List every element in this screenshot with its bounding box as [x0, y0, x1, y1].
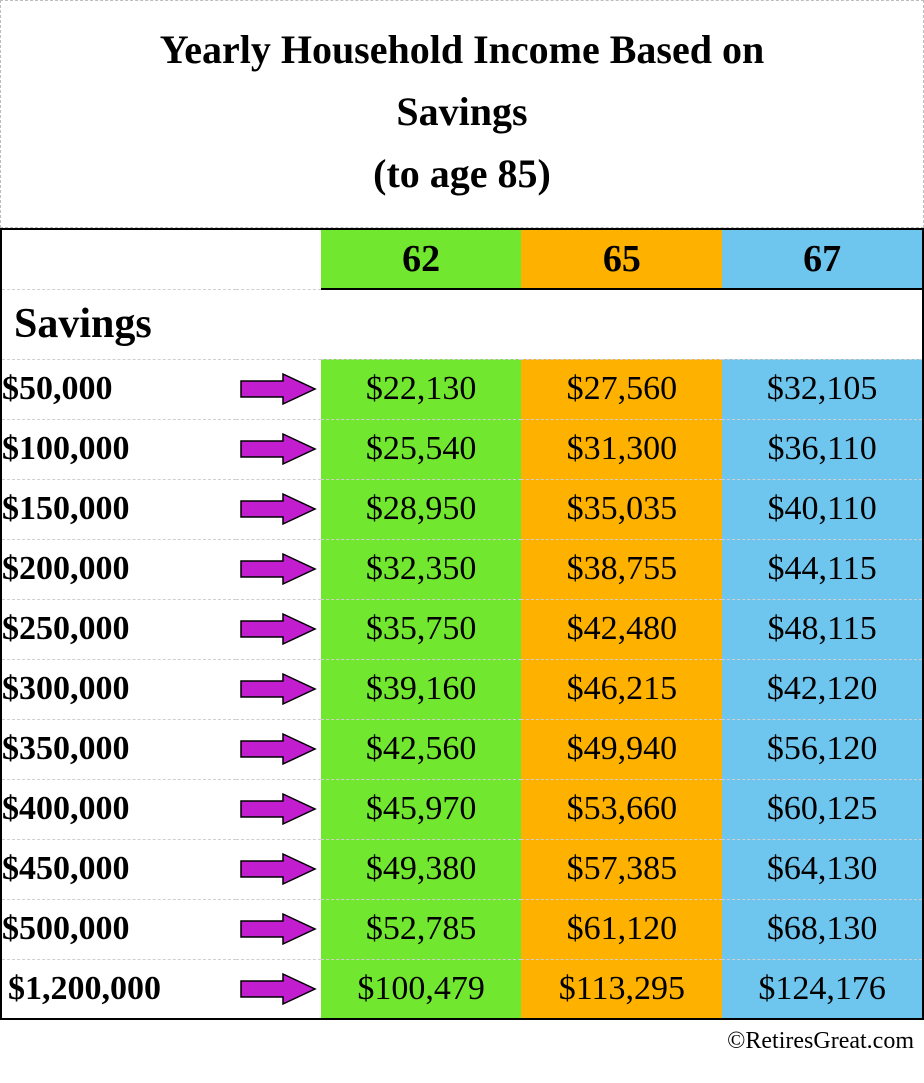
savings-cell: $250,000	[1, 599, 236, 659]
value-cell-62: $52,785	[321, 899, 522, 959]
table-row: $300,000 $39,160 $46,215 $42,120	[1, 659, 923, 719]
value-cell-65: $53,660	[521, 779, 722, 839]
blank-cell	[722, 289, 923, 359]
age-header-65: 65	[521, 229, 722, 289]
arrow-right-icon	[239, 912, 317, 946]
arrow-right-icon	[239, 372, 317, 406]
savings-header-label: Savings	[1, 289, 321, 359]
income-table: 626567 Savings $50,000 $22,130 $27,560 $…	[0, 228, 924, 1020]
table-row: $450,000 $49,380 $57,385 $64,130	[1, 839, 923, 899]
value-cell-62: $45,970	[321, 779, 522, 839]
age-header-62: 62	[321, 229, 522, 289]
table-row: $150,000 $28,950 $35,035 $40,110	[1, 479, 923, 539]
arrow-cell	[236, 779, 321, 839]
arrow-cell	[236, 419, 321, 479]
savings-cell: $350,000	[1, 719, 236, 779]
savings-cell: $50,000	[1, 359, 236, 419]
value-cell-67: $40,110	[722, 479, 923, 539]
title-line-2: Savings	[41, 81, 883, 143]
value-cell-62: $28,950	[321, 479, 522, 539]
arrow-cell	[236, 359, 321, 419]
copyright-text: ©RetiresGreat.com	[0, 1020, 924, 1073]
value-cell-62: $32,350	[321, 539, 522, 599]
value-cell-65: $57,385	[521, 839, 722, 899]
table-row: $500,000 $52,785 $61,120 $68,130	[1, 899, 923, 959]
savings-cell: $150,000	[1, 479, 236, 539]
value-cell-62: $100,479	[321, 959, 522, 1019]
value-cell-65: $49,940	[521, 719, 722, 779]
header-blank	[236, 229, 321, 289]
value-cell-67: $60,125	[722, 779, 923, 839]
table-row: $250,000 $35,750 $42,480 $48,115	[1, 599, 923, 659]
value-cell-67: $68,130	[722, 899, 923, 959]
arrow-right-icon	[239, 672, 317, 706]
table-row: $350,000 $42,560 $49,940 $56,120	[1, 719, 923, 779]
value-cell-67: $44,115	[722, 539, 923, 599]
value-cell-65: $31,300	[521, 419, 722, 479]
value-cell-67: $36,110	[722, 419, 923, 479]
value-cell-62: $49,380	[321, 839, 522, 899]
chart-title: Yearly Household Income Based on Savings…	[0, 0, 924, 228]
savings-cell: $200,000	[1, 539, 236, 599]
arrow-right-icon	[239, 612, 317, 646]
savings-cell: $400,000	[1, 779, 236, 839]
value-cell-62: $22,130	[321, 359, 522, 419]
value-cell-62: $25,540	[321, 419, 522, 479]
arrow-cell	[236, 599, 321, 659]
arrow-right-icon	[239, 552, 317, 586]
arrow-right-icon	[239, 732, 317, 766]
value-cell-65: $46,215	[521, 659, 722, 719]
value-cell-67: $32,105	[722, 359, 923, 419]
savings-cell: $100,000	[1, 419, 236, 479]
title-line-3: (to age 85)	[41, 143, 883, 205]
savings-cell: $450,000	[1, 839, 236, 899]
value-cell-67: $64,130	[722, 839, 923, 899]
arrow-cell	[236, 719, 321, 779]
arrow-right-icon	[239, 432, 317, 466]
arrow-cell	[236, 659, 321, 719]
value-cell-65: $113,295	[521, 959, 722, 1019]
arrow-cell	[236, 959, 321, 1019]
value-cell-67: $124,176	[722, 959, 923, 1019]
value-cell-62: $35,750	[321, 599, 522, 659]
blank-cell	[521, 289, 722, 359]
savings-cell: $300,000	[1, 659, 236, 719]
blank-cell	[321, 289, 522, 359]
table-row: $1,200,000 $100,479 $113,295 $124,176	[1, 959, 923, 1019]
value-cell-67: $56,120	[722, 719, 923, 779]
table-row: $200,000 $32,350 $38,755 $44,115	[1, 539, 923, 599]
header-blank	[1, 229, 236, 289]
arrow-right-icon	[239, 792, 317, 826]
arrow-cell	[236, 899, 321, 959]
value-cell-65: $27,560	[521, 359, 722, 419]
savings-cell: $500,000	[1, 899, 236, 959]
value-cell-62: $42,560	[321, 719, 522, 779]
table-row: $400,000 $45,970 $53,660 $60,125	[1, 779, 923, 839]
arrow-cell	[236, 479, 321, 539]
age-header-67: 67	[722, 229, 923, 289]
savings-cell: $1,200,000	[1, 959, 236, 1019]
arrow-right-icon	[239, 972, 317, 1006]
value-cell-62: $39,160	[321, 659, 522, 719]
value-cell-67: $48,115	[722, 599, 923, 659]
value-cell-67: $42,120	[722, 659, 923, 719]
title-line-1: Yearly Household Income Based on	[41, 19, 883, 81]
table-row: $50,000 $22,130 $27,560 $32,105	[1, 359, 923, 419]
arrow-cell	[236, 839, 321, 899]
value-cell-65: $42,480	[521, 599, 722, 659]
arrow-right-icon	[239, 492, 317, 526]
value-cell-65: $38,755	[521, 539, 722, 599]
value-cell-65: $61,120	[521, 899, 722, 959]
arrow-cell	[236, 539, 321, 599]
arrow-right-icon	[239, 852, 317, 886]
table-row: $100,000 $25,540 $31,300 $36,110	[1, 419, 923, 479]
value-cell-65: $35,035	[521, 479, 722, 539]
